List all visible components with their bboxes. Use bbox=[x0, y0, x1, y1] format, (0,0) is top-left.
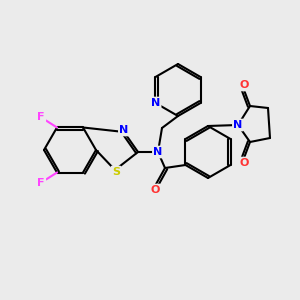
Text: N: N bbox=[153, 147, 163, 157]
Text: O: O bbox=[150, 185, 160, 195]
Text: N: N bbox=[119, 125, 129, 135]
Text: O: O bbox=[239, 158, 249, 168]
Text: F: F bbox=[37, 178, 45, 188]
Text: F: F bbox=[37, 112, 45, 122]
Text: N: N bbox=[233, 120, 243, 130]
Text: N: N bbox=[151, 98, 160, 108]
Text: S: S bbox=[112, 167, 120, 177]
Text: O: O bbox=[239, 80, 249, 90]
